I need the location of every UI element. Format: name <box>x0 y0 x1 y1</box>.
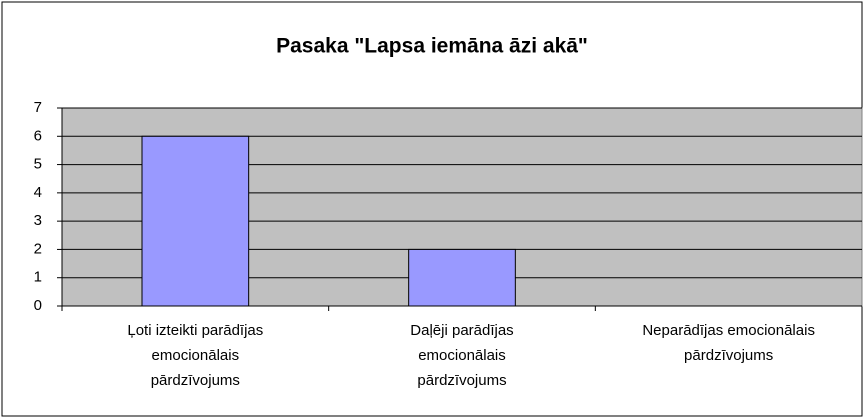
y-tick-label: 3 <box>34 212 42 229</box>
x-tick-label: Daļēji parādījas emocionālais pārdzīvoju… <box>410 322 514 389</box>
bar <box>141 135 250 307</box>
x-tick-label: Neparādījas emocionālais pārdzīvojums <box>642 322 815 364</box>
y-tick-label: 6 <box>34 127 42 144</box>
y-tick-label: 5 <box>34 156 42 173</box>
y-tick-label: 7 <box>34 99 42 116</box>
y-tick-label: 4 <box>34 184 42 201</box>
y-tick-label: 1 <box>34 269 42 286</box>
bar <box>408 248 516 307</box>
y-tick-label: 0 <box>34 297 42 314</box>
chart-title: Pasaka "Lapsa iemāna āzi akā" <box>276 35 588 58</box>
x-tick-label: Ļoti izteikti parādījas emocionālais pār… <box>127 322 264 389</box>
y-tick-label: 2 <box>34 240 42 257</box>
